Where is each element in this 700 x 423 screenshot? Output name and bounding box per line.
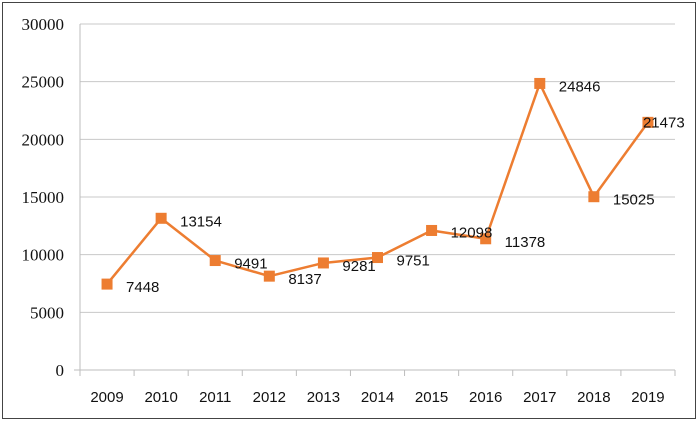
y-tick-label: 20000 — [22, 130, 65, 149]
data-point-marker — [480, 233, 492, 245]
data-point-marker — [588, 191, 600, 203]
x-tick-label: 2010 — [144, 389, 177, 406]
data-point-marker — [426, 224, 438, 236]
x-tick-label: 2019 — [631, 389, 664, 406]
data-point-marker — [642, 116, 654, 128]
data-label: 15025 — [613, 192, 655, 209]
data-label: 9281 — [342, 258, 375, 275]
x-tick-label: 2016 — [469, 389, 502, 406]
x-tick-label: 2009 — [90, 389, 123, 406]
data-point-marker — [155, 212, 167, 224]
data-label: 9491 — [234, 256, 267, 273]
data-point-marker — [317, 257, 329, 269]
x-tick-label: 2017 — [523, 389, 556, 406]
y-tick-label: 25000 — [22, 73, 65, 92]
data-label: 9751 — [397, 253, 430, 270]
x-tick-label: 2013 — [307, 389, 340, 406]
y-tick-label: 15000 — [22, 188, 65, 207]
x-tick-label: 2018 — [577, 389, 610, 406]
x-tick-label: 2014 — [361, 389, 394, 406]
data-point-marker — [263, 270, 275, 282]
data-label: 7448 — [126, 279, 159, 296]
data-point-marker — [209, 255, 221, 267]
data-label: 13154 — [180, 213, 222, 230]
y-tick-label: 5000 — [30, 303, 64, 322]
data-label: 11378 — [505, 234, 546, 251]
data-label: 12098 — [451, 224, 493, 241]
data-label: 24846 — [559, 78, 601, 95]
chart-frame — [2, 2, 696, 419]
y-tick-label: 30000 — [22, 15, 65, 34]
y-tick-label: 10000 — [22, 246, 65, 265]
y-tick-label: 0 — [56, 361, 65, 380]
data-point-marker — [372, 252, 383, 264]
x-tick-label: 2015 — [415, 389, 448, 406]
x-tick-label: 2011 — [199, 389, 231, 406]
data-point-marker — [534, 77, 546, 89]
data-label: 8137 — [288, 271, 321, 288]
x-tick-label: 2012 — [253, 389, 286, 406]
data-point-marker — [101, 278, 113, 290]
data-label: 21473 — [643, 114, 685, 131]
